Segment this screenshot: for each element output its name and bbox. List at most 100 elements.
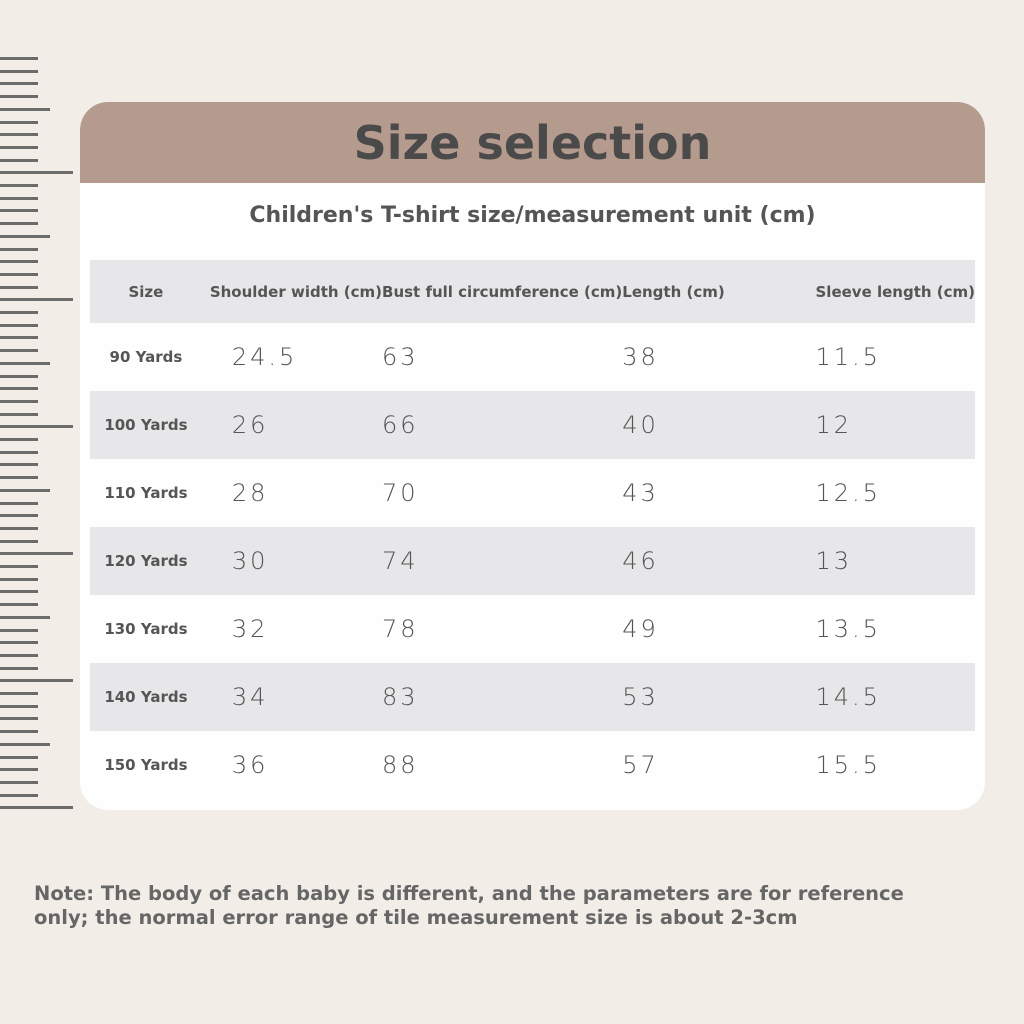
size-cell: 130 Yards — [104, 620, 188, 638]
size-cell: 90 Yards — [109, 348, 183, 366]
value-cell: 43 — [622, 479, 659, 507]
table-row: 120 Yards 30 74 46 13 — [90, 527, 975, 595]
value-cell: 88 — [382, 751, 419, 779]
ruler-tick — [0, 603, 38, 607]
value-cell: 30 — [201, 527, 383, 595]
ruler-tick — [0, 679, 73, 683]
ruler-tick — [0, 463, 38, 467]
ruler-tick — [0, 82, 38, 86]
ruler-tick — [0, 133, 38, 137]
value-cell: 14.5 — [769, 663, 975, 731]
ruler-tick — [0, 425, 73, 429]
ruler-tick — [0, 641, 38, 645]
ruler-tick — [0, 450, 38, 454]
ruler-tick — [0, 768, 38, 772]
ruler-tick — [0, 209, 38, 213]
ruler-tick — [0, 438, 38, 441]
ruler-tick — [0, 260, 38, 264]
ruler-tick — [0, 552, 73, 556]
value-cell: 83 — [382, 663, 623, 731]
ruler-tick — [0, 57, 38, 60]
ruler-tick — [0, 361, 50, 365]
ruler-tick — [0, 298, 73, 302]
value-cell: 36 — [231, 751, 269, 779]
ruler-tick — [0, 488, 50, 492]
ruler-tick — [0, 412, 38, 416]
ruler-tick — [0, 158, 38, 162]
value-cell: 13.5 — [815, 615, 881, 643]
ruler-tick — [0, 476, 38, 480]
header-shoulder: Shoulder width (cm) — [201, 260, 383, 323]
subtitle: Children's T-shirt size/measurement unit… — [249, 203, 816, 228]
value-cell: 32 — [231, 615, 269, 643]
ruler-tick — [0, 69, 38, 73]
ruler-tick — [0, 666, 38, 670]
value-cell: 26 — [201, 391, 383, 459]
ruler-tick — [0, 323, 38, 327]
ruler-tick — [0, 615, 50, 619]
ruler-tick — [0, 336, 38, 340]
table-row: 110 Yards 28 70 43 12.5 — [90, 459, 975, 527]
ruler-tick — [0, 755, 38, 759]
header-bust: Bust full circumference (cm) — [382, 260, 623, 323]
value-cell: 34 — [201, 663, 383, 731]
ruler-tick — [0, 590, 38, 594]
ruler-tick — [0, 565, 38, 568]
table-row: 130 Yards 32 78 49 13.5 — [90, 595, 975, 663]
size-cell: 110 Yards — [104, 484, 188, 502]
value-cell: 53 — [622, 663, 770, 731]
ruler-tick — [0, 514, 38, 518]
table-row: 150 Yards 36 88 57 15.5 — [90, 731, 975, 799]
size-cell: 140 Yards — [90, 663, 202, 731]
size-cell: 120 Yards — [90, 527, 202, 595]
value-cell: 15.5 — [815, 751, 881, 779]
table-header-row: Size Shoulder width (cm) Bust full circu… — [90, 260, 975, 323]
value-cell: 66 — [382, 391, 623, 459]
ruler-tick — [0, 780, 38, 784]
ruler-decoration — [0, 0, 80, 1024]
ruler-tick — [0, 196, 38, 200]
size-cell: 150 Yards — [104, 756, 188, 774]
ruler-tick — [0, 234, 50, 238]
value-cell: 24.5 — [231, 343, 298, 371]
ruler-tick — [0, 145, 38, 149]
value-cell: 70 — [382, 479, 419, 507]
ruler-tick — [0, 311, 38, 314]
value-cell: 74 — [382, 527, 623, 595]
ruler-tick — [0, 806, 73, 810]
ruler-tick — [0, 730, 38, 734]
ruler-tick — [0, 526, 38, 530]
ruler-tick — [0, 653, 38, 657]
value-cell: 46 — [622, 527, 770, 595]
table-row: 90 Yards 24.5 63 38 11.5 — [90, 323, 975, 391]
size-chart-card: Size selection Children's T-shirt size/m… — [80, 102, 985, 810]
table-row: 100 Yards 26 66 40 12 — [90, 391, 975, 459]
header-sleeve: Sleeve length (cm) — [769, 260, 975, 323]
value-cell: 13 — [769, 527, 975, 595]
value-cell: 78 — [382, 615, 419, 643]
ruler-tick — [0, 107, 50, 111]
value-cell: 11.5 — [815, 343, 881, 371]
ruler-tick — [0, 704, 38, 708]
value-cell: 12.5 — [815, 479, 881, 507]
ruler-tick — [0, 399, 38, 403]
ruler-tick — [0, 272, 38, 276]
size-table: Size Shoulder width (cm) Bust full circu… — [90, 260, 975, 799]
ruler-tick — [0, 717, 38, 721]
ruler-tick — [0, 539, 38, 543]
page-title: Size selection — [353, 115, 712, 170]
ruler-tick — [0, 628, 38, 632]
ruler-tick — [0, 120, 38, 124]
note-text: Note: The body of each baby is different… — [34, 882, 904, 929]
value-cell: 40 — [622, 391, 770, 459]
size-cell: 100 Yards — [90, 391, 202, 459]
value-cell: 28 — [231, 479, 269, 507]
header-size: Size — [90, 260, 202, 323]
ruler-tick — [0, 184, 38, 187]
ruler-tick — [0, 285, 38, 289]
ruler-tick — [0, 171, 73, 175]
value-cell: 57 — [622, 751, 659, 779]
value-cell: 38 — [622, 343, 659, 371]
ruler-tick — [0, 95, 38, 99]
ruler-tick — [0, 387, 38, 391]
